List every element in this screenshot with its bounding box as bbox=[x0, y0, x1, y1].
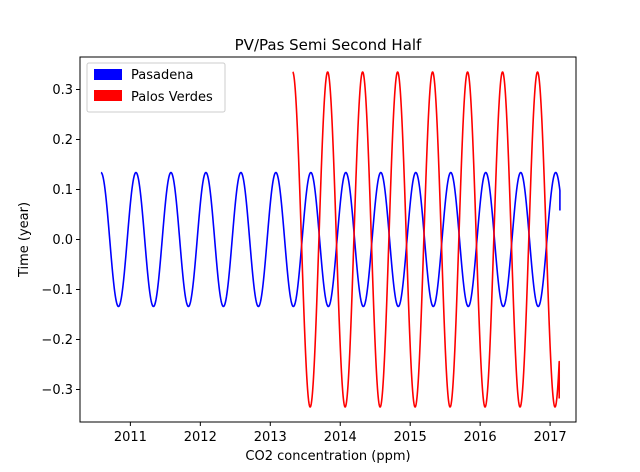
legend-swatch-palos-verdes bbox=[94, 90, 122, 101]
legend-label-pasadena: Pasadena bbox=[131, 68, 193, 83]
chart-title: PV/Pas Semi Second Half bbox=[235, 36, 422, 54]
legend-swatch-pasadena bbox=[94, 69, 122, 80]
y-axis-label: Time (year) bbox=[17, 202, 32, 278]
x-axis: 2011 2012 2013 2014 2015 2016 2017 bbox=[114, 422, 567, 445]
y-tick-label: 0.0 bbox=[52, 233, 73, 248]
y-tick-label: −0.1 bbox=[41, 283, 73, 298]
x-axis-label: CO2 concentration (ppm) bbox=[245, 449, 410, 464]
x-tick-label: 2013 bbox=[254, 430, 287, 445]
x-tick-label: 2014 bbox=[324, 430, 357, 445]
x-tick-label: 2017 bbox=[534, 430, 567, 445]
x-tick-label: 2011 bbox=[114, 430, 147, 445]
y-tick-label: 0.2 bbox=[52, 133, 73, 148]
y-tick-label: 0.1 bbox=[52, 183, 73, 198]
plot-series bbox=[100, 71, 561, 408]
series-line-palos-verdes bbox=[292, 71, 561, 408]
x-tick-label: 2016 bbox=[464, 430, 497, 445]
y-axis: −0.3 −0.2 −0.1 0.0 0.1 0.2 0.3 bbox=[41, 83, 80, 398]
y-tick-label: −0.3 bbox=[41, 383, 73, 398]
x-tick-label: 2012 bbox=[184, 430, 217, 445]
x-tick-label: 2015 bbox=[394, 430, 427, 445]
legend: Pasadena Palos Verdes bbox=[86, 62, 226, 113]
y-tick-label: 0.3 bbox=[52, 83, 73, 98]
series-line-pasadena bbox=[100, 171, 561, 308]
legend-label-palos-verdes: Palos Verdes bbox=[131, 90, 213, 105]
y-tick-label: −0.2 bbox=[41, 333, 73, 348]
